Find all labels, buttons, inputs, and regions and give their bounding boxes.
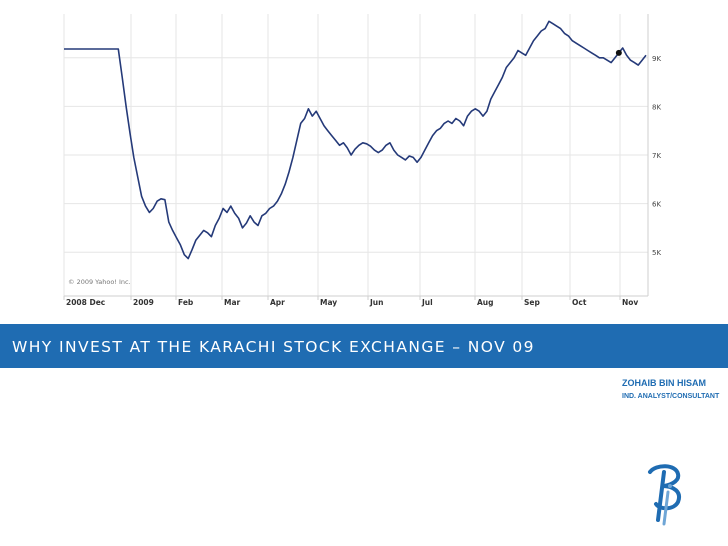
- current-point-marker: [615, 49, 622, 56]
- x-tick-label: Oct: [572, 298, 587, 307]
- slide-title: WHY INVEST AT THE KARACHI STOCK EXCHANGE…: [12, 338, 535, 356]
- y-tick-label: 9K: [652, 55, 661, 63]
- line-chart: 9K 8K 7K 6K 5K 2008 Dec 2009 Feb Mar Apr May Jun Jul…: [63, 14, 661, 307]
- x-tick-label: Aug: [477, 298, 494, 307]
- series-line: [64, 20, 647, 260]
- title-band: WHY INVEST AT THE KARACHI STOCK EXCHANGE…: [0, 324, 728, 368]
- x-tick-label: Nov: [622, 298, 638, 307]
- x-tick-label: May: [320, 298, 337, 307]
- y-tick-label: 8K: [652, 103, 661, 111]
- y-tick-label: 7K: [652, 152, 661, 160]
- x-tick-label: 2008 Dec: [66, 298, 105, 307]
- presenter-role: IND. ANALYST/CONSULTANT: [622, 393, 720, 400]
- copyright-text: © 2009 Yahoo! Inc.: [68, 278, 131, 286]
- y-tick-label: 5K: [652, 249, 661, 257]
- presenter-name: ZOHAIB BIN HISAM: [622, 378, 706, 388]
- x-tick-label: Mar: [224, 298, 241, 307]
- bi-monogram-logo: [648, 464, 681, 526]
- x-tick-label: Feb: [178, 298, 194, 307]
- x-tick-label: 2009: [133, 298, 154, 307]
- y-tick-label: 6K: [652, 201, 661, 209]
- x-tick-label: Sep: [524, 298, 540, 307]
- x-tick-label: Jun: [369, 298, 383, 307]
- x-tick-label: Jul: [421, 298, 433, 307]
- stock-chart: 9K 8K 7K 6K 5K 2008 Dec 2009 Feb Mar Apr May Jun Jul…: [63, 14, 661, 307]
- x-tick-label: Apr: [270, 298, 285, 307]
